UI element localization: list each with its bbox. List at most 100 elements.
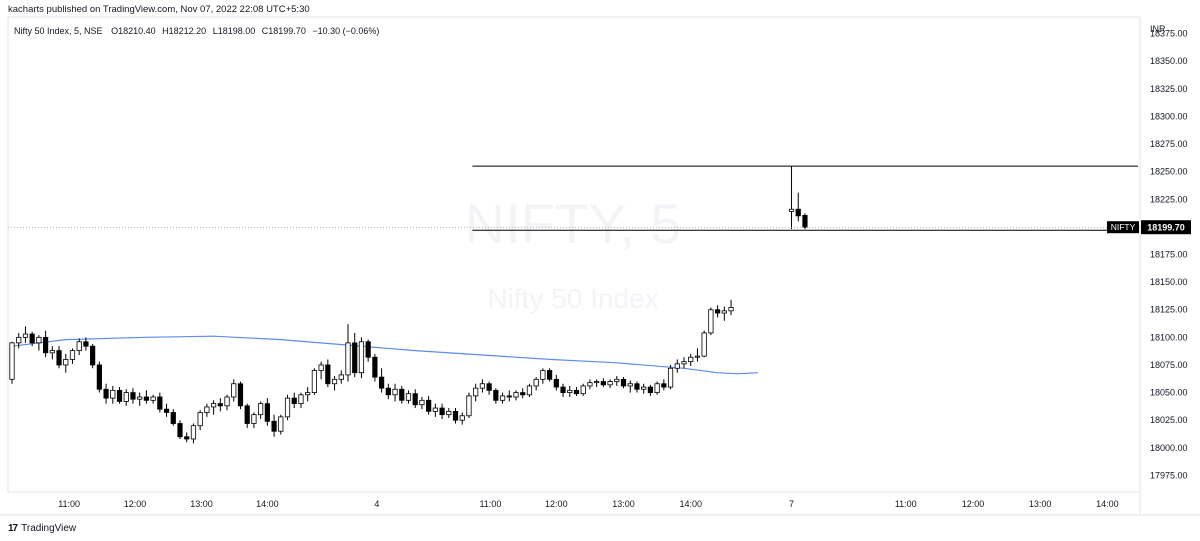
candle-body-up <box>251 414 257 424</box>
candle <box>170 409 176 426</box>
candle-body-down <box>365 341 371 358</box>
time-tick-label: 13:00 <box>612 499 635 509</box>
candle <box>520 388 526 399</box>
price-tick-label: 18175.00 <box>1150 250 1188 260</box>
candle-body-up <box>22 333 29 338</box>
footer-brand-name: TradingView <box>21 522 77 534</box>
price-tick-label: 18150.00 <box>1150 277 1188 287</box>
candle-body-up <box>284 397 291 418</box>
candle <box>291 392 297 409</box>
candle-body-up <box>708 309 714 334</box>
legend-open-label: O <box>111 26 118 36</box>
candle-body-up <box>540 370 546 380</box>
time-axis[interactable]: 11:00 12:00 13:00 14:00 4 11:00 12:00 13:00 14:0… <box>58 499 1118 509</box>
watermark-description: Nifty 50 Index <box>487 283 658 314</box>
watermark-symbol: NIFTY, 5 <box>465 192 682 255</box>
candle <box>358 337 365 379</box>
candle <box>56 346 62 369</box>
price-tick-label: 18225.00 <box>1150 194 1188 204</box>
candle <box>647 384 654 396</box>
candle <box>76 338 82 356</box>
candle <box>419 397 425 410</box>
candle-body-down <box>647 386 654 393</box>
candle <box>412 389 418 409</box>
candle <box>137 392 143 406</box>
candle <box>325 359 331 388</box>
candle-body-down <box>560 386 566 393</box>
candle-body-up <box>459 415 465 421</box>
legend-close: 18199.70 <box>268 26 306 36</box>
candle-body-down <box>372 356 378 378</box>
candle <box>573 387 580 396</box>
legend-open: 18210.40 <box>118 26 156 36</box>
price-axis[interactable]: 18375.00 18350.00 18325.00 18300.00 18275.00… <box>1150 29 1188 481</box>
candle-body-down <box>352 342 358 374</box>
candle-body-up <box>137 396 143 400</box>
price-tick-label: 18025.00 <box>1150 415 1188 425</box>
candle-body-up <box>298 394 304 405</box>
candle <box>29 331 35 347</box>
candle-body-up <box>224 396 230 407</box>
candle-body-up <box>36 336 42 344</box>
candle <box>372 353 378 382</box>
candle-body-up <box>688 356 694 363</box>
candle <box>365 339 371 362</box>
candle <box>493 388 499 404</box>
candle-body-down <box>264 403 270 422</box>
candle <box>587 379 593 390</box>
candle <box>715 305 721 318</box>
candle-body-down <box>43 336 49 354</box>
candle-body-up <box>567 389 573 393</box>
time-tick-label: 12:00 <box>124 499 147 509</box>
candle-body-down <box>244 405 250 424</box>
candle <box>251 412 257 428</box>
legend-symbol: Nifty 50 Index, 5, NSE <box>14 26 103 36</box>
candle <box>184 432 190 443</box>
legend-close-label: C <box>262 26 269 36</box>
candle <box>802 213 808 230</box>
candle <box>506 390 512 402</box>
candle <box>466 392 472 418</box>
candle-body-up <box>49 350 55 354</box>
legend-low: 18198.00 <box>218 26 256 36</box>
candle <box>177 420 183 439</box>
candle <box>667 364 674 390</box>
candle <box>641 383 647 394</box>
candle-body-up <box>392 388 398 396</box>
candle-body-up <box>190 425 197 440</box>
candle-body-down <box>378 376 385 389</box>
candle-body-down <box>452 410 459 421</box>
candle-body-up <box>123 392 129 402</box>
candle <box>688 353 694 367</box>
candle <box>788 166 795 230</box>
candle <box>459 412 465 425</box>
candle-body-down <box>412 393 418 406</box>
candle <box>634 381 640 393</box>
candle <box>728 299 734 316</box>
symbol-tag <box>1107 221 1139 234</box>
candle-body-down <box>157 396 163 410</box>
candle <box>103 383 109 404</box>
candle <box>305 387 311 402</box>
candle-body-down <box>486 383 492 391</box>
candle-body-up <box>479 383 486 389</box>
candle <box>116 387 123 404</box>
candle <box>264 398 270 426</box>
candle <box>526 383 533 397</box>
candle <box>318 361 324 380</box>
candle <box>22 326 29 343</box>
footer-brand[interactable]: 17 TradingView <box>8 521 76 535</box>
candle-body-up <box>701 332 707 357</box>
candle <box>110 385 116 404</box>
candle <box>204 403 210 417</box>
candle-body-down <box>237 383 244 407</box>
candle-body-up <box>627 383 633 387</box>
price-tick-label: 18300.00 <box>1150 111 1188 121</box>
candle-body-down <box>620 378 627 387</box>
candle-body-up <box>681 361 687 365</box>
candle <box>90 343 96 369</box>
candle <box>36 335 42 351</box>
candle <box>258 401 264 420</box>
candle <box>694 348 701 362</box>
